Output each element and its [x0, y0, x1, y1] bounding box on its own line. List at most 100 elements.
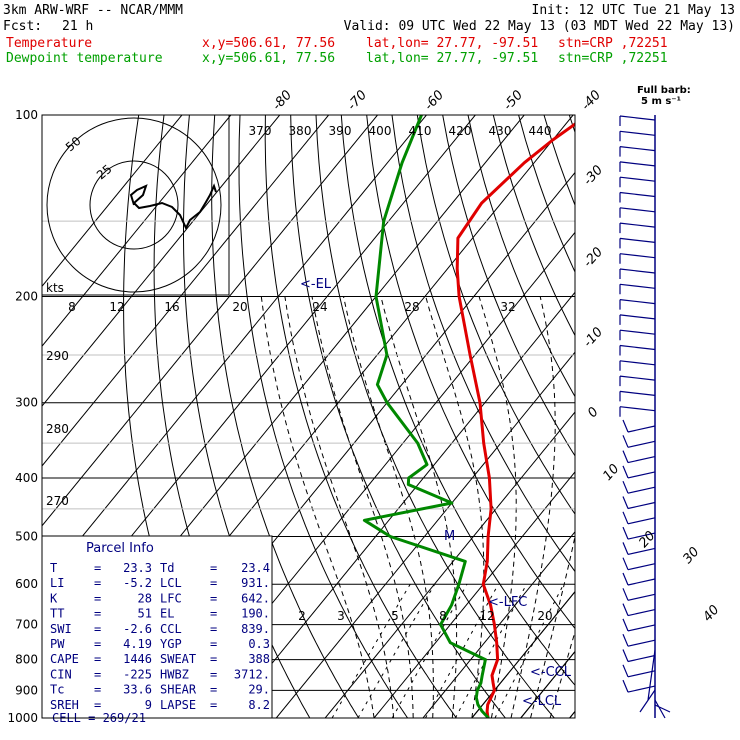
- moist-adiabat: [260, 296, 375, 718]
- parcel-key-2: Td: [160, 561, 174, 575]
- pressure-tick-label: 800: [15, 653, 38, 667]
- wind-barb: [622, 526, 656, 540]
- parcel-eq-1: =: [94, 607, 101, 621]
- parcel-key-2: SHEAR: [160, 683, 197, 697]
- parcel-value-1: 33.6: [123, 683, 152, 697]
- wind-barb: [619, 268, 656, 279]
- temperature-legend: Temperature: [6, 36, 92, 51]
- parcel-value-1: 1446: [123, 652, 152, 666]
- parcel-value-1: -2.6: [123, 622, 152, 636]
- moist-adiabat: [425, 296, 485, 718]
- mixing-ratio-line: [391, 583, 468, 718]
- parcel-key-1: PW: [50, 637, 65, 651]
- wind-barb: [622, 496, 656, 510]
- dry-adiabat: [518, 115, 575, 274]
- parcel-key-2: HWBZ: [160, 667, 189, 681]
- parcel-info-rows: T = 23.3 Td = 23.4 LI = -5.2 LCL = 931. K = 28 LFC = 642.…: [50, 561, 270, 712]
- parcel-value-2: 931.: [241, 576, 270, 590]
- theta-left-label: 290: [46, 349, 69, 363]
- isotherm-label: -10: [581, 325, 606, 351]
- pressure-tick-label: 700: [15, 618, 38, 632]
- isotherm-extension: [569, 711, 576, 719]
- wind-barb: [619, 360, 656, 371]
- parcel-value-1: 4.19: [123, 637, 152, 651]
- lcl-marker: <-LCL: [522, 694, 562, 709]
- dry-adiabat: [315, 115, 555, 718]
- wind-barb: [619, 314, 656, 325]
- parcel-key-1: T: [50, 561, 57, 575]
- parcel-value-2: 388: [248, 652, 270, 666]
- wind-barb: [622, 618, 656, 632]
- isotherm-extension: [520, 651, 576, 719]
- parcel-eq-1: =: [94, 561, 101, 575]
- wind-barb: [619, 283, 656, 295]
- dry-adiabat: [467, 115, 575, 398]
- moist-adiabat: [549, 629, 575, 718]
- theta-label: 390: [329, 124, 352, 138]
- parcel-key-1: SWI: [50, 622, 72, 636]
- isotherm-line: [422, 531, 575, 718]
- parcel-eq-2: =: [210, 561, 217, 575]
- wind-barb: [619, 299, 656, 310]
- isotherm-line: [42, 115, 232, 348]
- model-title: 3km ARW-WRF -- NCAR/MMM: [3, 3, 183, 18]
- dry-adiabat: [595, 115, 740, 731]
- isotherm-label: -30: [581, 163, 606, 189]
- isotherm-label: 40: [700, 602, 722, 624]
- init-time: Init: 12 UTC Tue 21 May 13: [532, 3, 736, 18]
- wind-barb: [622, 649, 656, 663]
- parcel-eq-1: =: [94, 576, 101, 590]
- lfc-marker: <-LFC: [488, 595, 527, 610]
- dry-adiabat: [671, 115, 740, 731]
- theta-label: 420: [449, 124, 472, 138]
- moist-adiabat: [510, 296, 556, 718]
- parcel-key-2: EL: [160, 607, 174, 621]
- wind-barbs: [619, 115, 671, 719]
- wind-barb: [619, 176, 656, 188]
- mixing-ratio-label: 8: [439, 609, 447, 623]
- parcel-value-1: 9: [145, 698, 152, 712]
- wind-barb: [619, 115, 656, 126]
- temperature-trace: [455, 122, 575, 718]
- wind-barb: [622, 603, 656, 617]
- wind-barb: [622, 633, 656, 647]
- moist-adiabat: [343, 296, 434, 718]
- parcel-key-2: LAPSE: [160, 698, 196, 712]
- dewpoint-xy: x,y=506.61, 77.56: [202, 51, 335, 66]
- theta-label: 400: [369, 124, 392, 138]
- valid-time: Valid: 09 UTC Wed 22 May 13 (03 MDT Wed …: [344, 19, 735, 34]
- barb-legend-value: 5 m s⁻¹: [641, 96, 681, 107]
- wind-barb: [622, 588, 656, 601]
- dry-adiabat: [620, 115, 740, 731]
- parcel-key-1: CAPE: [50, 652, 79, 666]
- pressure-tick-label: 400: [15, 471, 38, 485]
- parcel-eq-2: =: [210, 637, 217, 651]
- parcel-eq-1: =: [94, 622, 101, 636]
- speed-label: 16: [164, 300, 179, 314]
- isotherm-line: [42, 115, 378, 527]
- dry-adiabat: [442, 115, 575, 457]
- parcel-eq-1: =: [94, 652, 101, 666]
- forecast-label: Fcst:: [3, 19, 42, 34]
- wind-barb: [622, 664, 656, 678]
- dry-adiabat: [492, 115, 575, 337]
- dry-adiabat: [211, 115, 360, 718]
- isotherm-label: 30: [680, 544, 702, 566]
- moist-adiabat: [530, 534, 575, 718]
- forecast-hour: 21 h: [62, 19, 93, 34]
- hodograph-ring-label-inner: 25: [94, 162, 115, 183]
- el-marker: <-EL: [300, 277, 332, 292]
- speed-label: 24: [312, 300, 327, 314]
- parcel-key-1: Tc: [50, 683, 64, 697]
- parcel-key-2: LCL: [160, 576, 182, 590]
- wind-barb: [622, 419, 656, 433]
- isotherm-label: -40: [579, 88, 604, 114]
- low-level-barbs: [639, 649, 671, 719]
- wind-barb: [619, 161, 656, 172]
- hodograph-units: kts: [46, 281, 64, 295]
- speed-label: 12: [109, 300, 124, 314]
- mixing-ratio-label: 5: [391, 609, 399, 623]
- dewpoint-station: stn=CRP ,72251: [558, 51, 668, 66]
- isotherm-line: [42, 115, 330, 467]
- parcel-value-2: 8.2: [248, 698, 270, 712]
